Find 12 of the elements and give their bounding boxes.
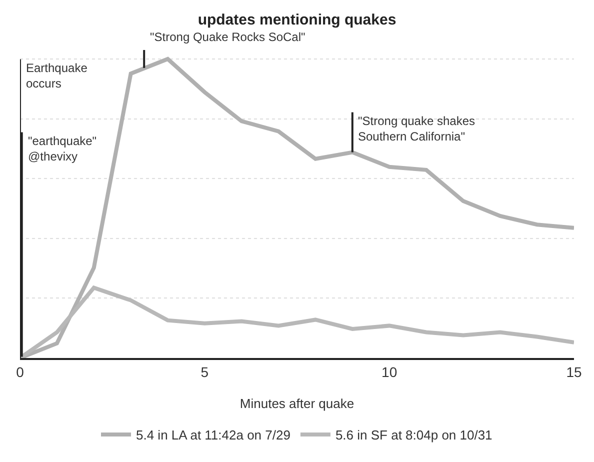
annotation: "Strong quake shakes Southern California" xyxy=(358,114,475,144)
x-tick-label: 5 xyxy=(200,364,209,380)
annotation: "Strong Quake Rocks SoCal" xyxy=(150,30,306,44)
x-tick-label: 10 xyxy=(382,364,398,380)
legend-label: 5.4 in LA at 11:42a on 7/29 xyxy=(136,428,290,443)
ref-line-label: Earthquake occurs xyxy=(26,61,88,91)
x-tick-label: 15 xyxy=(566,364,582,380)
annotation: "earthquake" @thevixy xyxy=(28,134,97,164)
legend-label: 5.6 in SF at 8:04p on 10/31 xyxy=(335,428,492,443)
x-tick-label: 0 xyxy=(16,364,24,380)
chart-title: updates mentioning quakes xyxy=(198,11,396,28)
x-axis-title: Minutes after quake xyxy=(240,396,354,411)
